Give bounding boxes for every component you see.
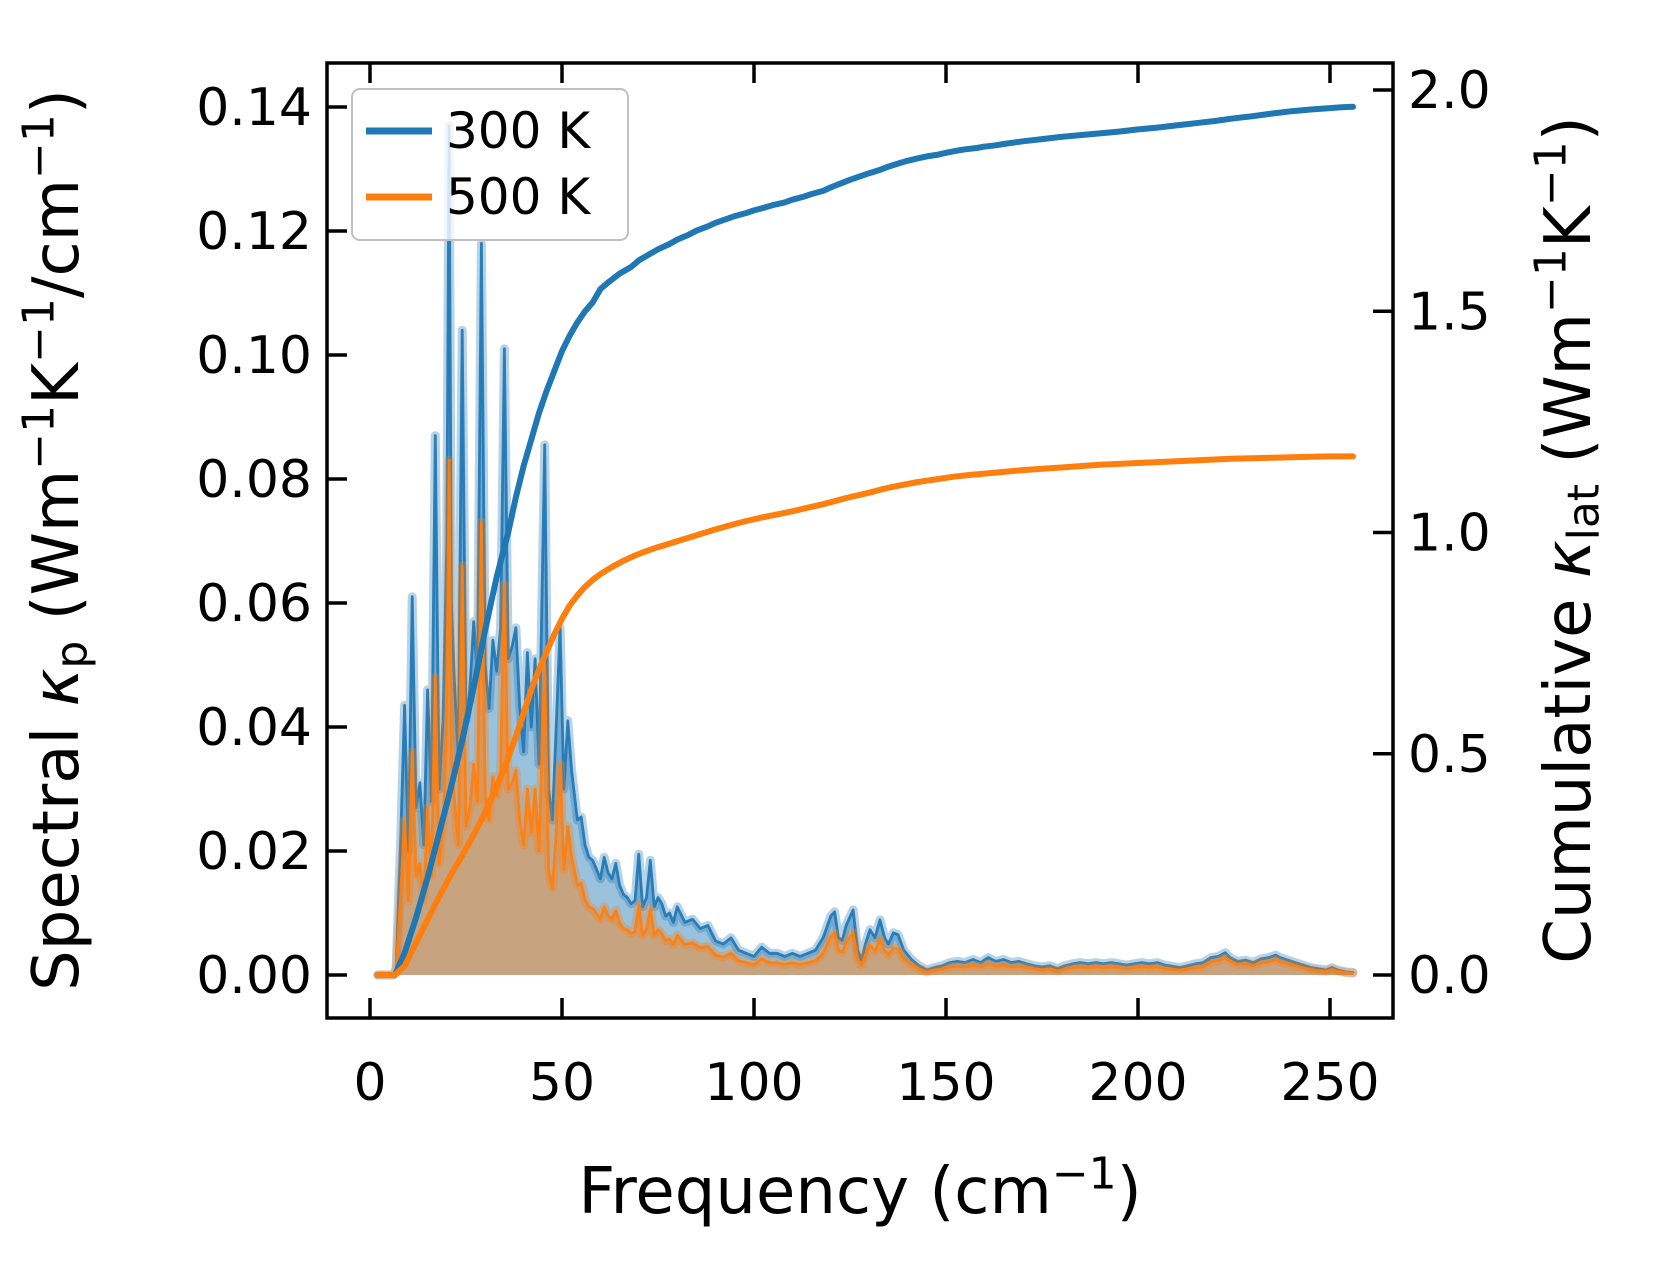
y-tick-label-left: 0.02 xyxy=(196,822,312,882)
y-tick-label-left: 0.12 xyxy=(196,202,312,262)
legend: 300 K 500 K xyxy=(351,88,629,241)
y-tick-label-right: 0.0 xyxy=(1408,946,1491,1006)
y-tick-label-left: 0.10 xyxy=(196,326,312,386)
tick-labels-layer: 0 50 100 150 200 250 0.00 0.02 0.04 0.06 0.08 0.10 0… xyxy=(196,61,1490,1113)
y-tick-label-right: 1.5 xyxy=(1408,282,1491,342)
y-tick-label-right: 2.0 xyxy=(1408,61,1491,121)
y-tick-label-left: 0.04 xyxy=(196,698,312,758)
cumulative-300K-line xyxy=(374,103,1356,978)
x-axis-label: Frequency (cm−1) xyxy=(578,1149,1141,1229)
y-axis-label-left: Spectral κp (Wm−1K−1/cm−1) xyxy=(14,89,98,991)
axis-labels-layer: Frequency (cm−1) Spectral κp (Wm−1K−1/cm−… xyxy=(14,89,1610,1229)
series-layer xyxy=(373,103,1358,980)
y-tick-label-left: 0.00 xyxy=(196,946,312,1006)
x-tick-label: 0 xyxy=(353,1053,386,1113)
axes-layer xyxy=(325,61,1395,1020)
x-tick-label: 250 xyxy=(1280,1053,1379,1113)
legend-label-500k: 500 K xyxy=(446,168,591,226)
x-tick-label: 100 xyxy=(704,1053,803,1113)
spectral-300K-line xyxy=(376,124,1355,977)
plot-frame xyxy=(325,61,1395,1020)
x-tick-label: 150 xyxy=(896,1053,995,1113)
spectral-500K-area xyxy=(377,460,1353,975)
y-axis-label-right: Cumulative κlat (Wm−1K−1) xyxy=(1526,116,1610,963)
y-tick-label-left: 0.06 xyxy=(196,574,312,634)
y-tick-label-right: 1.0 xyxy=(1408,504,1491,564)
y-tick-label-right: 0.5 xyxy=(1408,725,1491,785)
legend-label-300k: 300 K xyxy=(446,102,591,160)
x-tick-label: 50 xyxy=(529,1053,595,1113)
legend-box xyxy=(351,88,629,241)
spectral-300K-area xyxy=(377,125,1353,976)
y-tick-label-left: 0.08 xyxy=(196,450,312,510)
x-tick-label: 200 xyxy=(1088,1053,1187,1113)
cumulative-500K-line xyxy=(374,453,1356,978)
y-tick-label-left: 0.14 xyxy=(196,78,312,138)
